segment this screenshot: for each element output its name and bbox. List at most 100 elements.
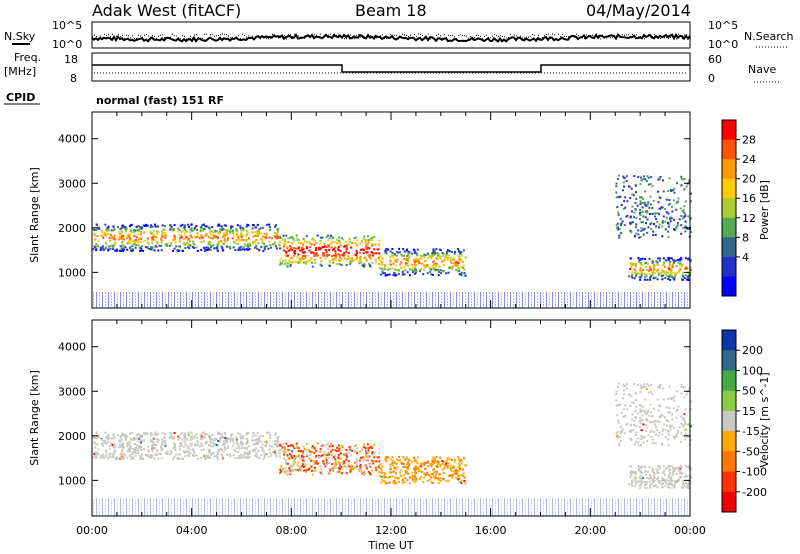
velocity-cell (323, 454, 326, 457)
power-cell (662, 257, 665, 260)
velocity-cell (433, 471, 436, 474)
velocity-cell (202, 431, 205, 434)
power-cell (310, 257, 313, 260)
power-cell (249, 244, 252, 247)
power-cell (336, 242, 338, 245)
velocity-cell (310, 450, 313, 453)
power-cell (95, 228, 98, 231)
velocity-cell (652, 485, 655, 488)
power-cell (423, 253, 426, 256)
velocity-cell (246, 441, 249, 444)
power-cell (675, 202, 678, 205)
velocity-cell (339, 471, 342, 474)
velocity-cell (99, 454, 102, 457)
power-cell (391, 267, 394, 270)
velocity-cell (378, 460, 381, 463)
power-cell (652, 199, 655, 202)
velocity-cell (655, 468, 658, 471)
power-cell (648, 272, 651, 275)
velocity-cell (423, 476, 426, 479)
power-cell (667, 278, 670, 280)
velocity-cell (238, 454, 241, 457)
velocity-cell (457, 463, 460, 466)
power-cell (355, 254, 358, 256)
power-cell (328, 237, 331, 240)
power-cell (168, 244, 171, 247)
power-cell (650, 268, 652, 271)
velocity-cell (216, 453, 219, 456)
power-cell (393, 253, 396, 255)
power-cell (665, 216, 668, 219)
velocity-cell (680, 432, 683, 435)
velocity-cell (426, 473, 429, 476)
power-cell (324, 244, 327, 247)
velocity-cell (334, 460, 337, 463)
velocity-cell (679, 467, 682, 470)
power-cell (319, 242, 322, 245)
power-cell (639, 263, 642, 266)
power-cell (96, 244, 99, 247)
power-cell (236, 234, 239, 237)
velocity-cell (378, 471, 381, 473)
velocity-cell (456, 472, 459, 475)
power-cell (173, 224, 176, 226)
velocity-cell (640, 444, 643, 446)
velocity-cell (356, 465, 359, 468)
velocity-cell (290, 465, 293, 467)
velocity-cell (386, 481, 389, 484)
velocity-cell (633, 442, 636, 445)
velocity-cell (682, 417, 685, 420)
power-cell (402, 248, 405, 251)
power-cell (134, 229, 137, 232)
velocity-cell (384, 476, 387, 479)
power-cell (675, 264, 678, 267)
power-cell (134, 239, 137, 241)
velocity-cell (629, 430, 632, 433)
power-cell (377, 248, 380, 251)
power-cell (139, 237, 142, 240)
velocity-cell (112, 452, 115, 455)
velocity-cell (636, 412, 639, 415)
velocity-cell (634, 410, 637, 412)
power-cell (659, 176, 662, 178)
colorbar-tick-label: -50 (742, 445, 760, 458)
velocity-cell (446, 465, 449, 467)
velocity-cell (362, 460, 365, 463)
power-cell (213, 247, 216, 250)
velocity-cell (455, 472, 458, 475)
velocity-cell (633, 419, 636, 422)
power-cell (365, 248, 368, 250)
velocity-cell (168, 452, 171, 455)
velocity-cell (185, 438, 188, 441)
power-cell (366, 235, 369, 238)
velocity-cell (658, 431, 661, 434)
velocity-cell (653, 420, 656, 423)
velocity-cell (152, 443, 155, 446)
velocity-cell (237, 443, 239, 446)
power-cell (172, 249, 174, 252)
velocity-cell (347, 460, 350, 463)
power-cell (641, 201, 644, 204)
power-cell (120, 247, 123, 250)
power-cell (310, 251, 312, 254)
velocity-cell (414, 480, 417, 483)
power-cell (671, 210, 674, 213)
velocity-cell (271, 445, 273, 448)
velocity-cell (170, 436, 173, 439)
velocity-cell (248, 450, 251, 453)
power-cell (242, 228, 245, 231)
velocity-cell (435, 456, 438, 459)
power-cell (328, 245, 331, 248)
velocity-cell (94, 446, 97, 449)
power-cell (646, 278, 649, 281)
velocity-cell (675, 472, 678, 475)
power-cell (675, 226, 678, 229)
velocity-cell (445, 462, 448, 465)
velocity-cell (368, 462, 371, 465)
velocity-cell (169, 432, 172, 435)
velocity-cell (690, 439, 692, 441)
velocity-cell (343, 465, 346, 468)
power-cell (405, 263, 408, 266)
velocity-cell (648, 465, 651, 468)
power-cell (296, 237, 299, 240)
